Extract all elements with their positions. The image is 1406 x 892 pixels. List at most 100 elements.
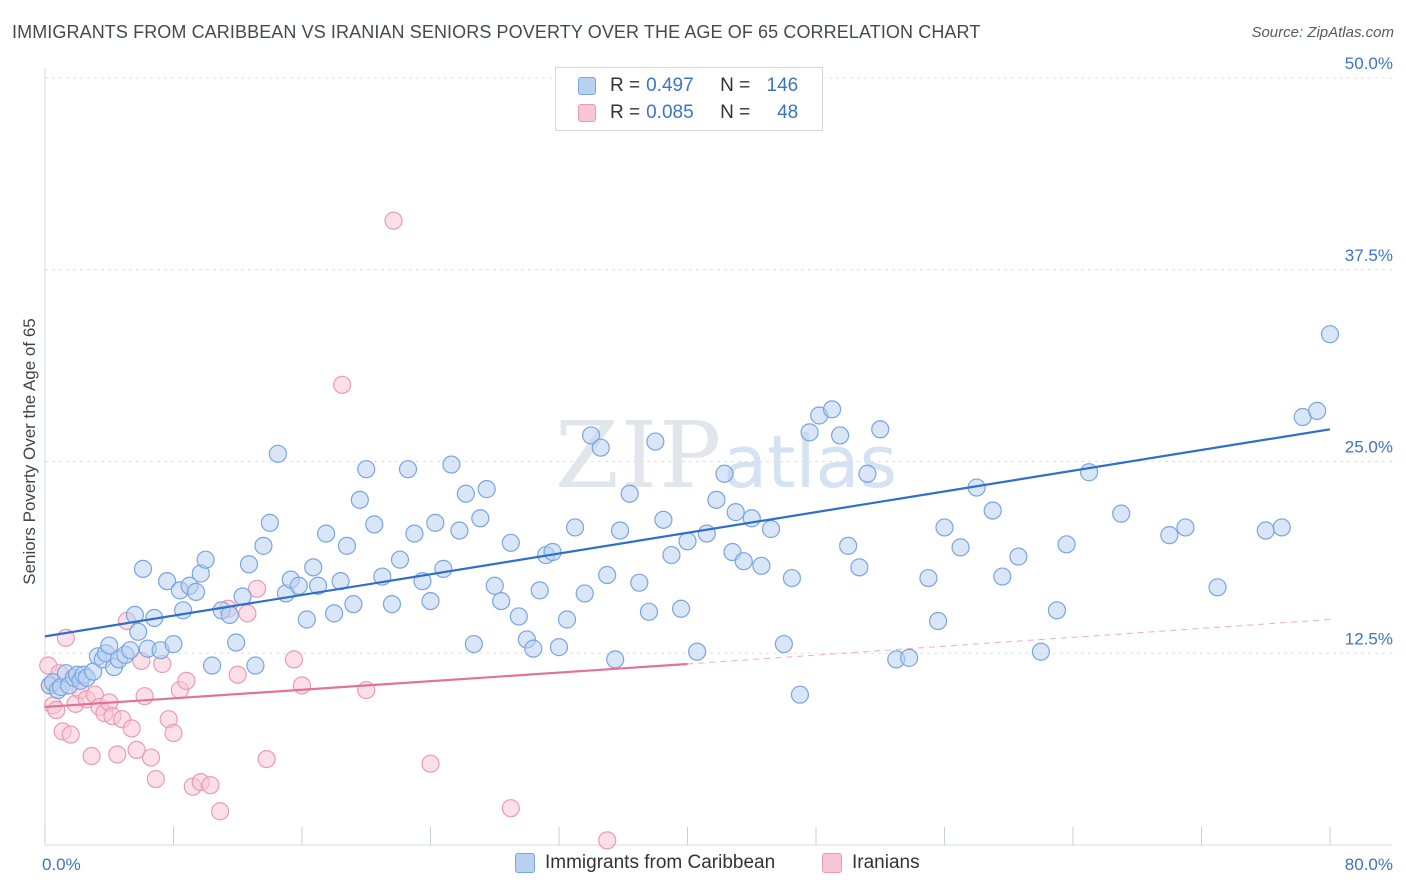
caribbean-point bbox=[357, 460, 376, 479]
caribbean-point bbox=[839, 536, 858, 555]
caribbean-point bbox=[442, 455, 461, 474]
iranian-point bbox=[47, 700, 66, 720]
legend-swatch-blue bbox=[578, 77, 596, 95]
caribbean-point bbox=[304, 558, 323, 577]
iranian-point bbox=[210, 802, 230, 821]
caribbean-point bbox=[1160, 526, 1179, 545]
iranian-point bbox=[257, 749, 276, 769]
caribbean-point bbox=[382, 595, 402, 614]
caribbean-point bbox=[260, 513, 279, 532]
legend-row-caribbean: R = 0.497 N = 146 bbox=[578, 74, 798, 98]
caribbean-point bbox=[662, 545, 681, 565]
legend-row-iranians: R = 0.085 N = 48 bbox=[578, 101, 798, 125]
caribbean-trend-line bbox=[44, 428, 1331, 638]
iranian-point bbox=[292, 676, 312, 695]
caribbean-point bbox=[297, 610, 316, 629]
caribbean-point bbox=[254, 536, 273, 555]
caribbean-point bbox=[450, 521, 469, 540]
legend-swatch-pink bbox=[578, 104, 596, 122]
caribbean-point bbox=[464, 634, 483, 654]
y-tick-label: 37.5% bbox=[1345, 246, 1393, 265]
legend-swatch-pink bbox=[822, 853, 842, 873]
caribbean-point bbox=[928, 611, 948, 631]
caribbean-point bbox=[549, 638, 569, 657]
caribbean-point bbox=[485, 576, 504, 595]
caribbean-point bbox=[858, 464, 877, 483]
caribbean-point bbox=[752, 556, 771, 575]
iranian-point bbox=[247, 579, 267, 598]
legend-item-caribbean[interactable]: Immigrants from Caribbean bbox=[515, 852, 775, 874]
iranian-point bbox=[164, 723, 183, 743]
caribbean-point bbox=[707, 490, 726, 509]
iranian-trend-line bbox=[44, 662, 688, 709]
caribbean-point bbox=[1272, 518, 1291, 537]
caribbean-point bbox=[239, 555, 259, 574]
trend-layer bbox=[44, 428, 1331, 709]
x-tick-label: 80.0% bbox=[1345, 855, 1393, 874]
y-tick-label: 25.0% bbox=[1345, 438, 1393, 457]
caribbean-point bbox=[405, 524, 424, 543]
caribbean-point bbox=[196, 550, 215, 569]
caribbean-point bbox=[524, 639, 543, 658]
caribbean-point bbox=[316, 524, 336, 543]
caribbean-point bbox=[186, 582, 206, 601]
caribbean-point bbox=[630, 573, 649, 592]
caribbean-point bbox=[983, 501, 1002, 520]
caribbean-point bbox=[697, 524, 716, 543]
caribbean-points bbox=[40, 325, 1340, 704]
caribbean-point bbox=[1031, 642, 1050, 661]
caribbean-point bbox=[337, 536, 357, 555]
iranian-point bbox=[108, 745, 127, 764]
caribbean-point bbox=[620, 484, 639, 503]
stats-legend: R = 0.497 N = 146 R = 0.085 N = 48 bbox=[555, 67, 823, 131]
caribbean-point bbox=[639, 602, 659, 621]
caribbean-point bbox=[365, 515, 384, 534]
caribbean-point bbox=[565, 518, 585, 537]
iranian-point bbox=[146, 769, 165, 789]
caribbean-point bbox=[501, 533, 520, 552]
legend-r-label: R = bbox=[610, 102, 641, 123]
caribbean-point bbox=[202, 656, 222, 675]
caribbean-point bbox=[935, 518, 954, 537]
caribbean-point bbox=[871, 420, 890, 439]
caribbean-point bbox=[1057, 535, 1076, 554]
iranian-trend-line-extension bbox=[687, 619, 1331, 665]
caribbean-point bbox=[646, 432, 665, 451]
caribbean-point bbox=[471, 509, 490, 528]
caribbean-point bbox=[782, 568, 802, 588]
legend-item-iranians[interactable]: Iranians bbox=[822, 852, 920, 874]
iranian-point bbox=[598, 831, 617, 850]
legend-r-value: 0.497 bbox=[646, 75, 694, 96]
iranian-point bbox=[141, 748, 161, 767]
caribbean-point bbox=[157, 572, 177, 591]
y-axis-label: Seniors Poverty Over the Age of 65 bbox=[20, 318, 39, 584]
caribbean-point bbox=[993, 567, 1012, 586]
legend-label-caribbean: Immigrants from Caribbean bbox=[545, 852, 776, 873]
caribbean-point bbox=[678, 532, 697, 551]
caribbean-point bbox=[919, 568, 938, 588]
caribbean-point bbox=[688, 642, 707, 661]
y-tick-label: 12.5% bbox=[1345, 629, 1393, 648]
caribbean-point bbox=[1320, 325, 1340, 344]
caribbean-point bbox=[715, 464, 734, 483]
caribbean-point bbox=[606, 650, 625, 669]
caribbean-point bbox=[1047, 601, 1067, 620]
caribbean-point bbox=[830, 426, 850, 445]
iranian-point bbox=[177, 671, 196, 690]
axis-layer bbox=[44, 68, 1392, 846]
caribbean-point bbox=[350, 490, 369, 509]
caribbean-point bbox=[761, 519, 781, 539]
caribbean-point bbox=[557, 610, 577, 629]
caribbean-point bbox=[900, 648, 919, 667]
legend-swatch-blue bbox=[515, 853, 535, 873]
iranian-point bbox=[122, 719, 141, 738]
x-tick-label: 0.0% bbox=[42, 855, 81, 874]
caribbean-point bbox=[610, 521, 630, 540]
caribbean-point bbox=[509, 607, 528, 626]
caribbean-point bbox=[426, 513, 445, 532]
caribbean-point bbox=[591, 438, 610, 457]
caribbean-point bbox=[233, 587, 252, 606]
caribbean-point bbox=[492, 591, 511, 611]
chart-title: IMMIGRANTS FROM CARIBBEAN VS IRANIAN SEN… bbox=[12, 22, 981, 42]
